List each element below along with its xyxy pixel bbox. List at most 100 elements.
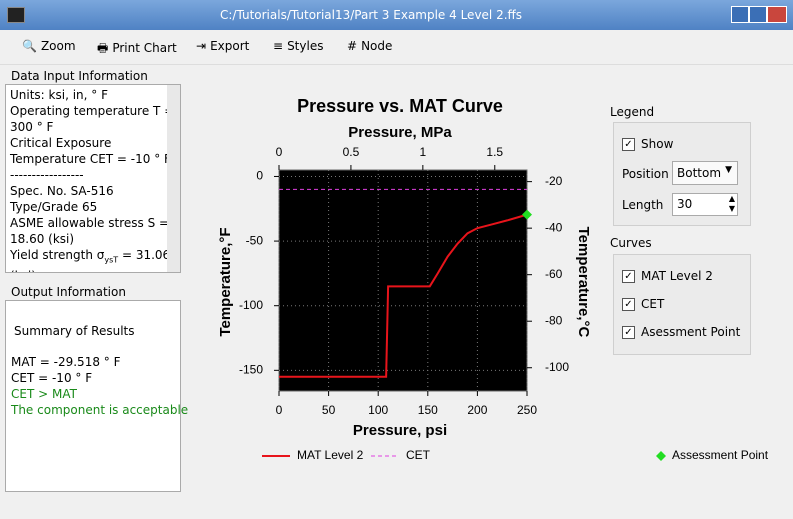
y2-tick-label: -40 [545, 220, 563, 234]
toolbar-icon: ≡ [273, 39, 284, 53]
show-checkbox[interactable]: ✓ Show [622, 137, 673, 151]
toolbar-button[interactable]: ⇥ Export [196, 39, 249, 53]
input-subscript: ysT [104, 255, 119, 265]
minimize-button[interactable] [731, 6, 749, 23]
input-line: 300 ° F [10, 120, 54, 134]
toolbar-button[interactable]: ≡ Styles [273, 39, 323, 53]
field-label: Position [622, 167, 669, 181]
input-line: Critical Exposure [10, 136, 112, 150]
toolbar-icon: 🖶 [97, 41, 109, 55]
input-line: Operating temperature T = [10, 104, 175, 118]
window-title: C:/Tutorials/Tutorial13/Part 3 Example 4… [220, 8, 523, 22]
input-text: Units: ksi, in, ° F Operating temperature… [5, 84, 181, 273]
output-text: Summary of Results MAT = -29.518 ° F CET … [5, 300, 188, 492]
curve-checkbox[interactable]: ✓ CET [622, 297, 664, 311]
toolbar-label: Export [210, 39, 250, 53]
output-line: CET = -10 ° F [11, 371, 93, 385]
y-tick-label: -50 [246, 233, 264, 247]
group-title: Legend [610, 105, 655, 119]
input-line: Yield strength σysT = 31.06 [10, 247, 176, 268]
input-line: Type/Grade 65 [10, 200, 98, 214]
y-tick-label: -150 [239, 362, 263, 376]
app-icon [7, 7, 25, 23]
toolbar-label: Node [361, 39, 393, 53]
field-label: Length [622, 198, 664, 212]
input-line: 18.60 (ksi) [10, 232, 75, 246]
x2-tick-label: 0.5 [343, 145, 360, 159]
output-line: MAT = -29.518 ° F [11, 355, 121, 369]
toolbar-button[interactable]: 🔍 Zoom [22, 39, 76, 53]
y2-axis-label: Temperature,°C [575, 227, 592, 338]
group-title: Curves [610, 236, 652, 250]
curve-checkbox[interactable]: ✓ Asessment Point [622, 325, 740, 339]
panel-title: Output Information [11, 285, 126, 299]
x-tick-label: 200 [467, 403, 487, 417]
input-line: Temperature CET = -10 ° F [10, 152, 171, 166]
x2-axis-label: Pressure, MPa [348, 124, 452, 141]
checkbox-label: CET [641, 297, 665, 311]
x-tick-label: 250 [517, 403, 537, 417]
x-tick-label: 100 [368, 403, 388, 417]
x-tick-label: 150 [418, 403, 438, 417]
checkbox-mark: ✓ [622, 270, 635, 283]
input-line: (ksi) [10, 268, 176, 272]
status-line: CET > MAT [11, 387, 77, 401]
close-button[interactable] [767, 6, 787, 23]
legend-label: Assessment Point [672, 448, 769, 462]
toolbar-label: Styles [287, 39, 324, 53]
chart-title: Pressure vs. MAT Curve [297, 96, 503, 116]
y2-tick-label: -60 [545, 267, 563, 281]
toolbar-icon: # [347, 39, 358, 53]
y-tick-label: -100 [239, 298, 263, 312]
length-spinbox[interactable]: 30 ▲ ▼ [672, 193, 738, 216]
input-line: Units: ksi, in, ° F [10, 88, 108, 102]
curves-group [613, 254, 751, 355]
x2-tick-label: 1.5 [486, 145, 503, 159]
input-lines: Units: ksi, in, ° F Operating temperature… [6, 85, 180, 272]
position-combobox[interactable]: Bottom ▼ [672, 161, 738, 185]
x2-tick-label: 0 [276, 145, 283, 159]
x-tick-label: 0 [276, 403, 283, 417]
scrollbar[interactable] [167, 85, 180, 272]
plot-area [278, 169, 528, 392]
toolbar-icon: 🔍 [22, 39, 37, 53]
checkbox-label: Show [641, 137, 674, 151]
toolbar-icon: ⇥ [196, 39, 207, 53]
x-axis-label: Pressure, psi [353, 422, 447, 439]
y2-tick-label: -20 [545, 174, 563, 188]
checkbox-mark: ✓ [622, 326, 635, 339]
maximize-button[interactable] [749, 6, 767, 23]
checkbox-mark: ✓ [622, 298, 635, 311]
toolbar-label: Zoom [40, 39, 76, 53]
y2-tick-label: -80 [545, 313, 563, 327]
x-tick-label: 50 [322, 403, 336, 417]
panel-title: Data Input Information [11, 69, 148, 83]
input-line: ASME allowable stress S = [10, 216, 170, 230]
curve-checkbox[interactable]: ✓ MAT Level 2 [622, 269, 713, 283]
checkbox-label: MAT Level 2 [641, 269, 713, 283]
input-line: Spec. No. SA-516 [10, 184, 114, 198]
legend-label: MAT Level 2 [297, 448, 364, 462]
input-line: ----------------- [10, 168, 84, 182]
data-line [279, 213, 528, 378]
summary-heading: Summary of Results [14, 324, 135, 338]
toolbar-label: Print Chart [112, 41, 177, 55]
input-text: = 31.06 [118, 248, 171, 262]
output-lines: MAT = -29.518 ° F CET = -10 ° F CET > MAT T… [11, 354, 188, 418]
legend-label: CET [406, 448, 431, 462]
title-bar [0, 0, 793, 30]
legend-swatch [656, 451, 666, 461]
data-point [522, 209, 532, 220]
toolbar [0, 30, 793, 65]
y-axis-label: Temperature,°F [217, 227, 234, 336]
y-tick-label: 0 [256, 169, 263, 183]
status-line: The component is acceptable [11, 403, 189, 417]
toolbar-button[interactable]: 🖶 Print Chart [97, 39, 177, 60]
input-text: Yield strength σ [10, 248, 105, 262]
checkbox-label: Asessment Point [641, 325, 741, 339]
combobox-value: Bottom [677, 166, 722, 180]
y2-tick-label: -100 [545, 360, 569, 374]
spinbox-value: 30 [677, 197, 693, 211]
toolbar-button[interactable]: # Node [347, 39, 392, 53]
